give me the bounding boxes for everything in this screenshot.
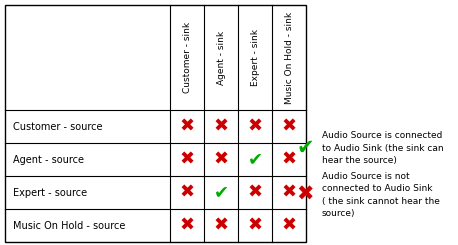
Text: Music On Hold - sink: Music On Hold - sink bbox=[284, 12, 294, 104]
Text: ✖: ✖ bbox=[281, 118, 297, 135]
Text: ✖: ✖ bbox=[180, 184, 195, 201]
Text: ✔: ✔ bbox=[213, 184, 229, 201]
Text: Expert - source: Expert - source bbox=[13, 187, 87, 197]
Text: ✔: ✔ bbox=[247, 150, 262, 169]
Text: Music On Hold - source: Music On Hold - source bbox=[13, 220, 125, 231]
Text: ✖: ✖ bbox=[281, 150, 297, 169]
Text: ✖: ✖ bbox=[180, 217, 195, 234]
Text: Agent - sink: Agent - sink bbox=[217, 30, 225, 85]
Text: Audio Source is not
connected to Audio Sink
( the sink cannot hear the
source): Audio Source is not connected to Audio S… bbox=[322, 172, 440, 218]
Text: ✖: ✖ bbox=[213, 118, 229, 135]
Bar bbox=[5, 5, 306, 242]
Text: ✖: ✖ bbox=[296, 185, 314, 205]
Text: ✖: ✖ bbox=[247, 217, 262, 234]
Text: ✖: ✖ bbox=[247, 118, 262, 135]
Text: ✖: ✖ bbox=[213, 217, 229, 234]
Text: ✔: ✔ bbox=[296, 138, 314, 158]
Text: ✖: ✖ bbox=[180, 118, 195, 135]
Text: Expert - sink: Expert - sink bbox=[251, 29, 260, 86]
Text: Customer - sink: Customer - sink bbox=[182, 22, 191, 93]
Text: ✖: ✖ bbox=[247, 184, 262, 201]
Text: Audio Source is connected
to Audio Sink (the sink can
hear the source): Audio Source is connected to Audio Sink … bbox=[322, 131, 444, 165]
Text: ✖: ✖ bbox=[281, 184, 297, 201]
Text: Customer - source: Customer - source bbox=[13, 122, 103, 132]
Text: ✖: ✖ bbox=[281, 217, 297, 234]
Text: ✖: ✖ bbox=[213, 150, 229, 169]
Text: ✖: ✖ bbox=[180, 150, 195, 169]
Text: Agent - source: Agent - source bbox=[13, 155, 84, 164]
